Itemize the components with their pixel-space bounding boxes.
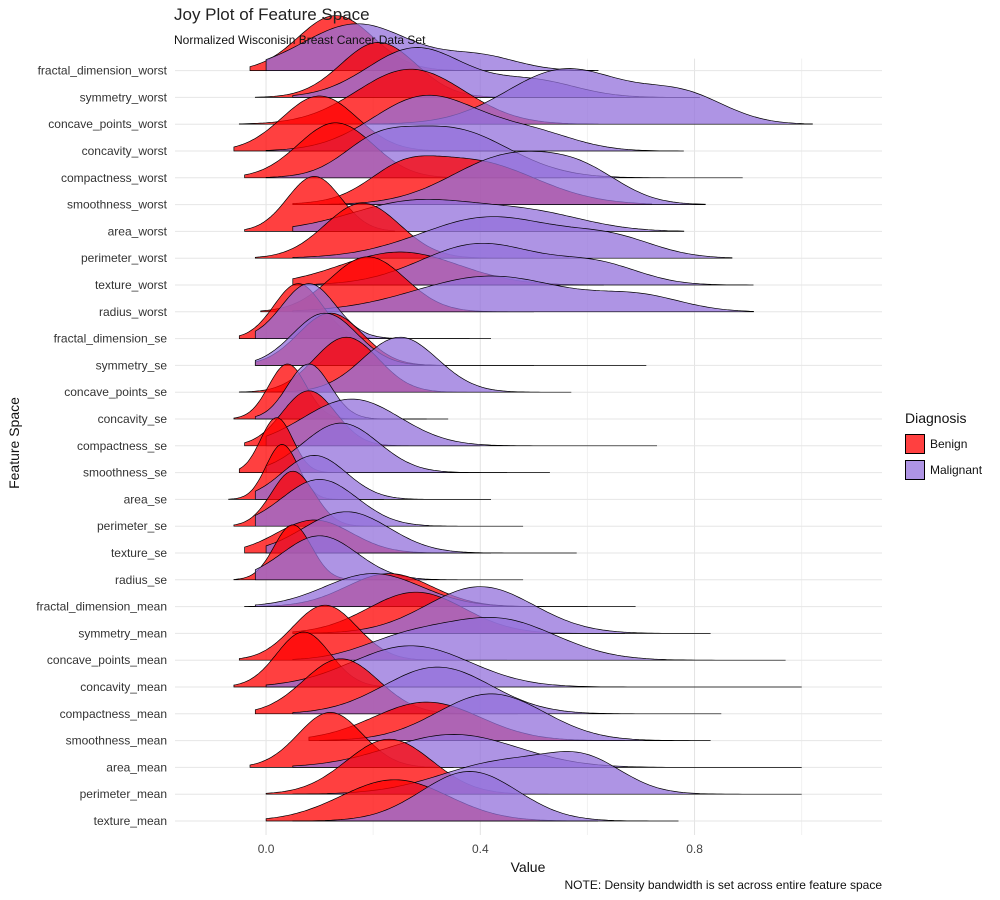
y-tick-label: perimeter_mean <box>80 787 167 801</box>
y-tick-label: smoothness_worst <box>67 198 168 212</box>
y-tick-label: texture_se <box>111 546 167 560</box>
y-tick-label: compactness_worst <box>61 171 168 185</box>
y-tick-label: symmetry_se <box>96 358 168 372</box>
x-tick-label: 0.0 <box>258 842 275 856</box>
y-tick-label: radius_worst <box>99 305 168 319</box>
legend-title: Diagnosis <box>905 410 967 426</box>
ridge-compactness-se <box>244 390 657 447</box>
y-tick-label: symmetry_mean <box>78 626 167 640</box>
y-tick-label: texture_mean <box>94 814 167 828</box>
y-tick-label: concave_points_se <box>64 385 167 399</box>
y-tick-labels: fractal_dimension_worst symmetry_worstcon… <box>36 64 167 828</box>
ridge-perimeter-worst <box>254 202 733 259</box>
density-malignant <box>292 666 722 715</box>
y-tick-label: fractal_dimension_worst <box>38 64 168 78</box>
chart-subtitle: Normalized Wisconisin Breast Cancer Data… <box>174 33 426 47</box>
y-tick-label: smoothness_mean <box>66 734 167 748</box>
x-tick-label: 0.8 <box>686 842 703 856</box>
y-tick-label: concavity_se <box>98 412 168 426</box>
ridge-layer <box>228 15 813 822</box>
y-tick-label: concave_points_worst <box>48 117 167 131</box>
ridge-smoothness-worst <box>292 150 706 205</box>
density-malignant <box>292 275 754 313</box>
y-tick-label: area_se <box>124 492 168 506</box>
ridge-texture-mean <box>265 771 679 822</box>
density-malignant <box>254 479 524 527</box>
y-tick-label: concave_points_mean <box>47 653 167 667</box>
density-malignant <box>319 693 711 741</box>
legend-label-benign: Benign <box>930 437 968 451</box>
legend: Diagnosis Benign Malignant <box>905 410 982 482</box>
y-tick-label: symmetry_worst <box>80 90 168 104</box>
density-malignant <box>292 771 679 822</box>
y-tick-label: compactness_mean <box>60 707 167 721</box>
ridge-smoothness-mean <box>308 693 711 741</box>
y-tick-label: texture_worst <box>95 278 168 292</box>
y-axis-title: Feature Space <box>6 397 22 489</box>
x-tick-labels: 0.0 0.4 0.8 <box>258 842 703 856</box>
density-malignant <box>254 535 524 581</box>
density-malignant <box>319 150 706 205</box>
density-malignant <box>292 216 733 259</box>
y-tick-label: perimeter_se <box>97 519 167 533</box>
legend-item-malignant: Malignant <box>905 458 982 482</box>
legend-label-malignant: Malignant <box>930 463 983 477</box>
y-tick-label: fractal_dimension_mean <box>36 600 167 614</box>
density-malignant <box>265 511 577 554</box>
y-tick-label: perimeter_worst <box>81 251 168 265</box>
y-tick-label: area_mean <box>106 760 167 774</box>
legend-key-malignant <box>905 460 925 480</box>
y-tick-label: concavity_worst <box>82 144 168 158</box>
y-tick-label: concavity_mean <box>80 680 167 694</box>
density-malignant <box>265 125 743 179</box>
x-tick-label: 0.4 <box>472 842 489 856</box>
legend-key-benign <box>905 434 925 454</box>
y-tick-label: smoothness_se <box>83 466 167 480</box>
y-tick-label: radius_se <box>115 573 167 587</box>
density-malignant <box>265 422 550 473</box>
chart-title: Joy Plot of Feature Space <box>174 5 370 24</box>
y-tick-label: compactness_se <box>77 439 167 453</box>
y-tick-label: fractal_dimension_se <box>54 332 168 346</box>
footnote: NOTE: Density bandwidth is set across en… <box>564 878 882 892</box>
legend-item-benign: Benign <box>905 432 982 456</box>
x-axis-title: Value <box>511 859 546 875</box>
y-tick-label: area_worst <box>108 224 168 238</box>
